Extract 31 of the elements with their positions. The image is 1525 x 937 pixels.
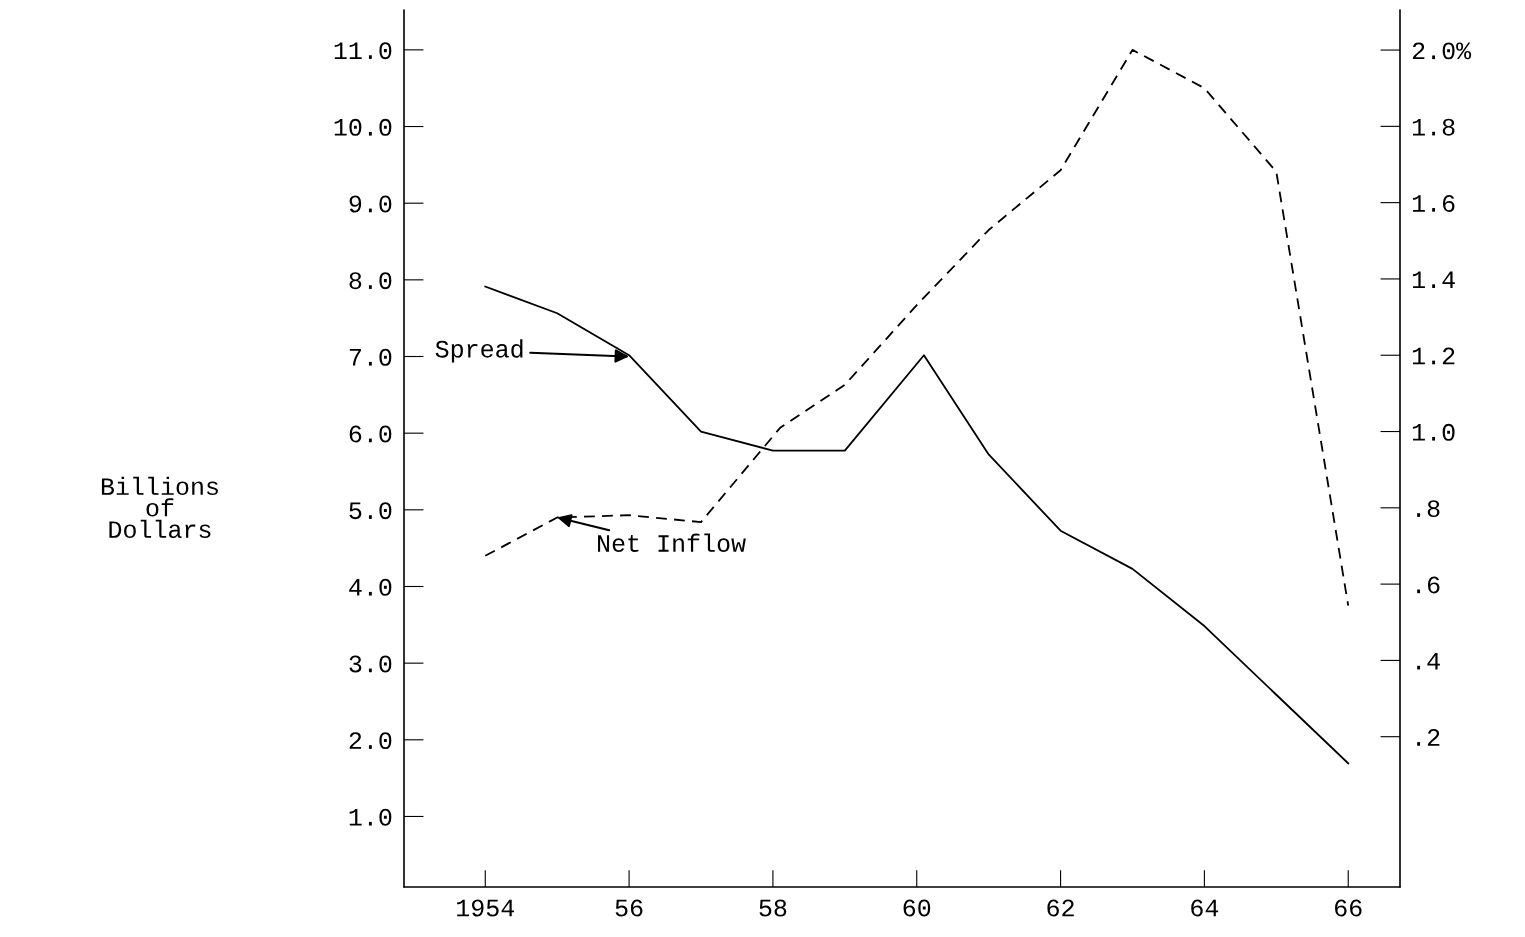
y2-tick-label: .6 (1417, 576, 1440, 594)
x-tick-label: 62 (1047, 899, 1074, 917)
y2-tick-label: .8 (1417, 500, 1440, 518)
y2-tick-label: .2 (1417, 729, 1440, 746)
y-tick-label: 6.0 (349, 425, 392, 443)
y-tick-label: 11.0 (334, 42, 392, 60)
y-tick-label: 10.0 (334, 118, 392, 136)
y-axis-title: Billions of Dollars (101, 476, 218, 539)
y-tick-label: 4.0 (349, 578, 392, 596)
y-tick-label: 2.0 (349, 732, 392, 750)
y-tick-label: 7.0 (349, 348, 392, 366)
y-tick-label: 3.0 (349, 655, 392, 673)
y2-tick-label: 1.4 (1412, 271, 1455, 288)
y2-tick-label: 2.0% (1412, 42, 1472, 60)
y-tick-label: 9.0 (349, 195, 392, 213)
y-tick-label: 5.0 (349, 502, 392, 520)
x-tick-label: 66 (1335, 899, 1362, 917)
y2-tick-label: 1.2 (1412, 347, 1455, 365)
y2-tick-label: 1.6 (1412, 194, 1455, 212)
annotation: Net Inflow (598, 533, 746, 552)
x-tick-label: 64 (1191, 899, 1219, 917)
y2-tick-label: .4 (1417, 653, 1440, 670)
y-tick-label: 8.0 (349, 272, 392, 290)
x-tick-label: 58 (759, 899, 787, 917)
y-tick-label: 1.0 (349, 808, 392, 826)
y2-tick-label: 1.0 (1412, 423, 1455, 441)
x-tick-label: 60 (903, 899, 931, 917)
y2-tick-label: 1.8 (1412, 118, 1455, 136)
x-tick-label: 1954 (457, 899, 514, 917)
annotation: Spread (435, 339, 523, 363)
x-tick-label: 56 (615, 899, 643, 917)
